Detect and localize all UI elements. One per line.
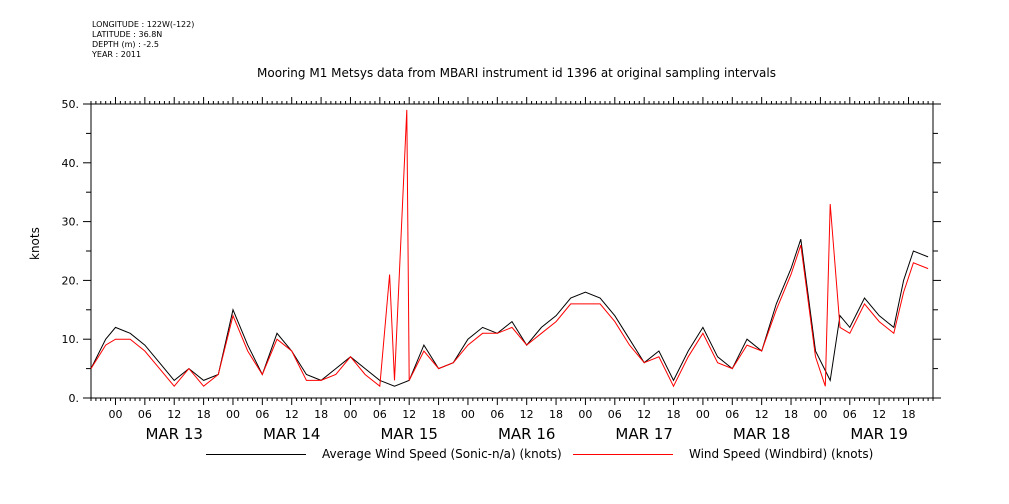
x-hour-label: 12 <box>520 408 534 421</box>
series-line-sonic <box>90 239 929 387</box>
x-day-label: MAR 14 <box>263 425 320 443</box>
legend-label-windbird: Wind Speed (Windbird) (knots) <box>689 447 874 461</box>
legend: Average Wind Speed (Sonic-n/a) (knots) W… <box>0 447 1009 463</box>
x-day-label: MAR 18 <box>733 425 790 443</box>
y-tick-label: 50. <box>62 98 80 111</box>
x-day-label: MAR 16 <box>498 425 555 443</box>
x-hour-label: 06 <box>138 408 152 421</box>
x-day-label: MAR 13 <box>145 425 202 443</box>
x-hour-label: 00 <box>696 408 710 421</box>
x-hour-label: 06 <box>608 408 622 421</box>
meta-year: YEAR : 2011 <box>92 50 142 59</box>
x-hour-label: 18 <box>432 408 446 421</box>
x-hour-label: 00 <box>813 408 827 421</box>
x-hour-label: 18 <box>784 408 798 421</box>
y-tick-label: 30. <box>62 216 80 229</box>
x-hour-label: 06 <box>843 408 857 421</box>
x-hour-label: 12 <box>872 408 886 421</box>
x-hour-label: 00 <box>461 408 475 421</box>
x-hour-label: 18 <box>197 408 211 421</box>
x-hour-label: 00 <box>343 408 357 421</box>
x-day-label: MAR 19 <box>850 425 907 443</box>
x-hour-label: 12 <box>637 408 651 421</box>
legend-swatch-windbird <box>573 454 673 455</box>
x-hour-label: 00 <box>226 408 240 421</box>
plot-frame <box>90 103 934 399</box>
y-tick-label: 0. <box>69 392 80 405</box>
x-hour-label: 12 <box>285 408 299 421</box>
x-hour-label: 06 <box>255 408 269 421</box>
x-day-label: MAR 17 <box>615 425 672 443</box>
chart-title: Mooring M1 Metsys data from MBARI instru… <box>257 66 776 80</box>
x-hour-label: 00 <box>578 408 592 421</box>
series-line-windbird <box>90 109 929 388</box>
y-tick-label: 10. <box>62 333 80 346</box>
x-hour-label: 18 <box>902 408 916 421</box>
meta-longitude: LONGITUDE : 122W(-122) <box>92 20 195 29</box>
x-day-label: MAR 15 <box>380 425 437 443</box>
x-hour-label: 12 <box>167 408 181 421</box>
x-hour-label: 12 <box>755 408 769 421</box>
metadata-block: LONGITUDE : 122W(-122) LATITUDE : 36.8N … <box>92 20 194 60</box>
meta-latitude: LATITUDE : 36.8N <box>92 30 163 39</box>
x-hour-label: 12 <box>402 408 416 421</box>
meta-depth: DEPTH (m) : -2.5 <box>92 40 159 49</box>
legend-swatch-sonic <box>206 454 306 455</box>
y-tick-label: 20. <box>62 274 80 287</box>
x-hour-label: 06 <box>725 408 739 421</box>
x-hour-label: 06 <box>490 408 504 421</box>
x-hour-label: 18 <box>549 408 563 421</box>
x-hour-label: 18 <box>667 408 681 421</box>
legend-label-sonic: Average Wind Speed (Sonic-n/a) (knots) <box>322 447 562 461</box>
x-hour-label: 18 <box>314 408 328 421</box>
x-hour-label: 00 <box>108 408 122 421</box>
y-tick-label: 40. <box>62 157 80 170</box>
x-hour-label: 06 <box>373 408 387 421</box>
